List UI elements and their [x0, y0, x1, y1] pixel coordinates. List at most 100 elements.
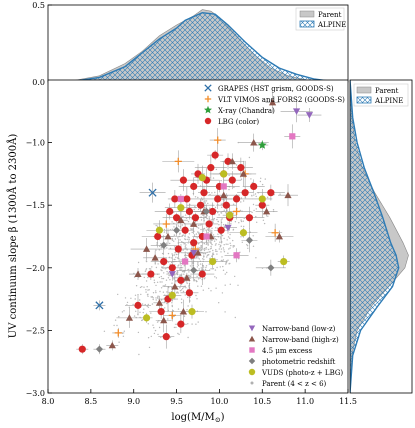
parent-dot [203, 278, 205, 280]
parent-dot [182, 287, 184, 290]
parent-dot [139, 299, 141, 301]
parent-dot [218, 224, 220, 226]
parent-dot [174, 252, 176, 254]
data-point [220, 170, 228, 178]
parent-dot [229, 233, 231, 236]
parent-dot [213, 217, 215, 220]
parent-dot [204, 268, 207, 271]
parent-dot [177, 265, 179, 267]
parent-dot [223, 249, 225, 251]
parent-dot [190, 275, 192, 277]
parent-dot [242, 220, 244, 222]
parent-dot [121, 311, 124, 313]
parent-dot [214, 238, 216, 240]
top-legend: Parent ALPINE [295, 7, 346, 31]
data-point [154, 232, 162, 241]
parent-dot [155, 291, 157, 294]
data-point [95, 345, 104, 353]
data-point [205, 220, 213, 228]
parent-dot [181, 241, 183, 243]
data-point [160, 241, 168, 249]
parent-dot [160, 243, 162, 245]
parent-dot [203, 249, 206, 252]
parent-dot [253, 209, 255, 212]
parent-dot [204, 200, 206, 202]
parent-dot [220, 203, 223, 205]
data-point [190, 249, 198, 257]
data-point [188, 308, 196, 316]
parent-dot [138, 353, 140, 356]
parent-dot [211, 227, 213, 229]
parent-dot [209, 207, 211, 209]
parent-dot [160, 246, 163, 249]
parent-dot [263, 222, 266, 225]
data-point [134, 301, 142, 309]
parent-dot [159, 290, 161, 293]
parent-dot [147, 337, 150, 339]
data-point [258, 201, 266, 209]
parent-dot [197, 242, 200, 245]
parent-dot [126, 301, 129, 304]
top-legend-parent-label: Parent [318, 11, 342, 19]
parent-dot [196, 266, 199, 268]
parent-dot [198, 258, 200, 260]
parent-dot [144, 270, 147, 272]
parent-dot [272, 209, 275, 211]
parent-dot [220, 240, 223, 243]
parent-dot [206, 256, 208, 258]
data-point [190, 266, 198, 274]
parent-dot [143, 308, 145, 310]
parent-dot [163, 272, 165, 274]
data-point [258, 195, 266, 203]
data-point [151, 254, 159, 261]
data-point [155, 226, 164, 234]
parent-dot [145, 289, 147, 291]
parent-dot [264, 178, 266, 180]
top-legend-alpine-label: ALPINE [317, 21, 346, 29]
parent-dot [251, 211, 253, 214]
data-point [177, 204, 185, 212]
parent-dot [215, 239, 218, 241]
parent-dot [208, 254, 210, 256]
parent-dot [200, 285, 203, 287]
parent-dot [251, 195, 253, 197]
parent-dot [162, 285, 164, 287]
parent-dot [252, 235, 254, 237]
parent-dot [194, 196, 197, 198]
parent-dot [179, 268, 181, 270]
parent-dot [167, 318, 169, 320]
parent-dot [137, 331, 140, 334]
data-point [226, 211, 234, 219]
parent-dot [176, 270, 178, 272]
data-point [214, 195, 222, 203]
parent-dot [181, 273, 183, 275]
data-point [237, 164, 245, 172]
parent-dot [196, 226, 198, 228]
data-point [185, 289, 194, 297]
parent-dot [221, 234, 224, 237]
parent-dot [222, 224, 225, 226]
data-point [190, 220, 198, 227]
x-tick-label: 8.5 [84, 397, 97, 406]
parent-dot [226, 195, 229, 197]
data-markers [78, 98, 314, 353]
main-legend: GRAPES (HST grism, GOODS-S) VLT VIMOS and… [204, 84, 345, 388]
data-point [239, 229, 248, 237]
parent-dot [218, 243, 220, 246]
parent-dot [215, 287, 217, 289]
data-point [220, 183, 227, 190]
data-point [181, 226, 189, 234]
parent-dot [221, 256, 223, 258]
parent-dot [176, 272, 178, 274]
data-point [142, 314, 151, 322]
parent-dot [210, 290, 212, 292]
data-point [232, 195, 241, 203]
parent-dot [161, 252, 164, 255]
data-point [305, 112, 314, 119]
parent-dot [175, 256, 177, 258]
data-point [233, 252, 240, 259]
parent-dot [170, 261, 173, 264]
parent-dot [205, 246, 207, 249]
parent-dot [182, 290, 185, 293]
parent-dot [214, 269, 217, 271]
